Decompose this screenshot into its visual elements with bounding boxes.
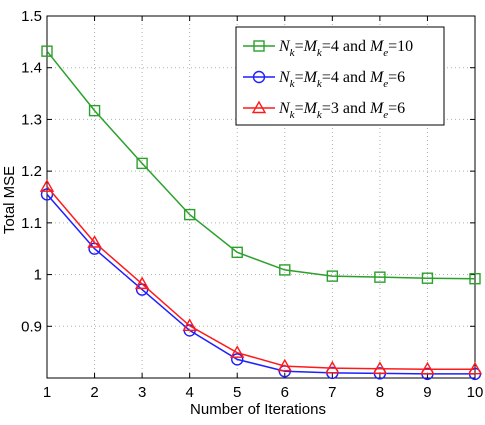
data-point-square — [41, 45, 53, 57]
series-group — [39, 45, 483, 381]
legend-label-part: M — [303, 38, 319, 55]
data-point-square — [136, 157, 148, 170]
x-tick-label: 3 — [138, 384, 146, 401]
data-point-circle — [231, 353, 244, 366]
x-tick-label: 1 — [43, 384, 51, 401]
legend-label-part: e — [383, 109, 388, 121]
legend-label-part: k — [290, 109, 296, 121]
legend-marker-circle — [252, 70, 266, 84]
data-point-triangle — [182, 318, 197, 331]
legend-label: Nk=Mk=4 and Me=6 — [278, 69, 405, 90]
x-tick-label: 2 — [90, 384, 98, 401]
axis-ticks: 1 2 3 4 5 6 7 8 9 10 0.9 1 1.1 1.2 1.3 1.4 1.5 — [21, 8, 483, 401]
legend-label-part: =4 and — [322, 38, 370, 55]
legend-entry: Nk=Mk=3 and Me=6 — [243, 100, 405, 121]
legend-label-part: = — [295, 100, 304, 117]
legend-label-part: N — [278, 100, 291, 117]
series-line — [46, 50, 476, 280]
legend-label-part: =4 and — [322, 69, 370, 86]
series-line — [46, 193, 475, 375]
series-triangle — [39, 179, 483, 375]
legend-label-part: = — [295, 69, 304, 86]
data-point-square — [469, 273, 481, 285]
legend-label: Nk=Mk=3 and Me=6 — [278, 100, 405, 121]
legend-label-part: M — [303, 69, 319, 86]
data-point-square — [231, 246, 243, 259]
x-axis-title: Number of Iterations — [190, 401, 326, 418]
legend-entry: Nk=Mk=4 and Me=10 — [243, 38, 413, 59]
y-tick-label: 1.3 — [21, 111, 42, 128]
data-point-triangle — [87, 235, 102, 248]
data-point-triangle — [372, 361, 388, 374]
data-point-square — [326, 270, 339, 282]
y-axis-title: Total MSE — [1, 166, 18, 234]
data-point-triangle — [325, 360, 340, 374]
legend-label-part: e — [383, 78, 388, 90]
y-tick-label: 1.1 — [21, 215, 42, 232]
y-tick-label: 1.5 — [21, 8, 42, 25]
data-point-circle — [40, 188, 54, 201]
series-square — [41, 45, 481, 285]
legend-label-part: N — [278, 38, 291, 55]
y-tick-label: 1.4 — [21, 60, 42, 77]
x-tick-label: 5 — [233, 384, 241, 401]
legend-label-part: M — [303, 100, 319, 117]
legend-label-part: N — [278, 69, 291, 86]
legend-label-part: M — [369, 38, 385, 55]
x-tick-label: 9 — [423, 384, 431, 401]
legend-marker-triangle — [251, 100, 267, 114]
legend-label-part: =6 — [388, 100, 405, 117]
series-circle — [40, 188, 482, 381]
legend-label-part: e — [383, 47, 388, 59]
y-tick-label: 0.9 — [21, 318, 42, 335]
legend-label-part: =3 and — [322, 100, 370, 117]
data-point-triangle — [277, 358, 292, 372]
data-point-triangle — [39, 179, 55, 192]
legend-entry: Nk=Mk=4 and Me=6 — [243, 69, 405, 90]
y-tick-label: 1 — [34, 267, 42, 284]
data-point-square — [183, 208, 196, 221]
data-point-triangle — [420, 361, 435, 375]
legend-label-part: k — [290, 47, 296, 59]
x-tick-label: 4 — [185, 384, 193, 401]
x-tick-label: 6 — [281, 384, 289, 401]
data-point-square — [421, 272, 434, 284]
legend-label-part: k — [317, 47, 323, 59]
legend-label-part: k — [317, 78, 323, 90]
data-point-square — [88, 104, 101, 117]
data-point-triangle — [230, 345, 245, 358]
x-tick-label: 7 — [328, 384, 336, 401]
data-point-square — [374, 271, 386, 283]
legend-label-part: = — [295, 38, 304, 55]
data-point-square — [279, 264, 291, 276]
legend-label: Nk=Mk=4 and Me=10 — [278, 38, 413, 59]
legend-label-part: =6 — [388, 69, 405, 86]
y-tick-label: 1.2 — [21, 163, 42, 180]
legend-label-part: M — [369, 100, 385, 117]
data-point-triangle — [134, 276, 150, 290]
legend-label-part: k — [317, 109, 323, 121]
plot-area — [46, 15, 476, 379]
legend-label-part: =10 — [388, 38, 413, 55]
legend-label-part: M — [369, 69, 385, 86]
legend-label-part: k — [290, 78, 296, 90]
series-line — [46, 186, 475, 370]
x-tick-label: 8 — [376, 384, 384, 401]
legend-marker-square — [253, 40, 265, 52]
data-point-triangle — [467, 361, 483, 375]
x-tick-label: 10 — [467, 384, 484, 401]
